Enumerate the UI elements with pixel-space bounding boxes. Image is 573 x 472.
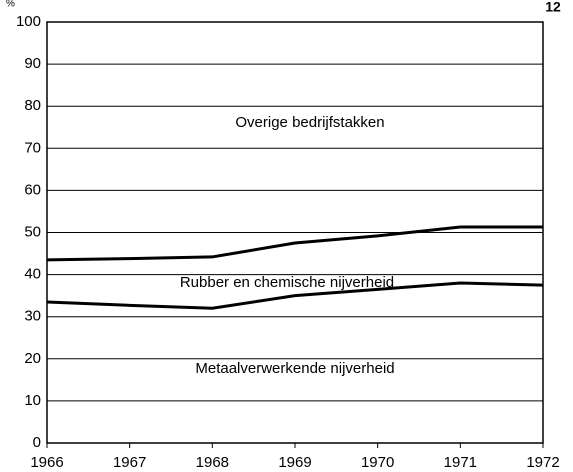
x-tick-label: 1966	[30, 454, 63, 471]
y-tick-label: 70	[24, 139, 41, 156]
x-tick-label: 1971	[444, 454, 477, 471]
annotation: Rubber en chemische nijverheid	[180, 274, 394, 291]
x-tick-label: 1968	[196, 454, 229, 471]
y-axis-label: %	[6, 0, 15, 10]
annotation: Overige bedrijfstakken	[235, 114, 384, 131]
y-tick-label: 20	[24, 350, 41, 367]
y-tick-label: 60	[24, 181, 41, 198]
y-tick-label: 50	[24, 223, 41, 240]
line	[46, 225, 543, 262]
x-tick-label: 1972	[526, 454, 559, 471]
y-tick-label: 30	[24, 308, 41, 325]
y-tick-label: 100	[16, 13, 41, 30]
x-tick-label: 1967	[113, 454, 146, 471]
y-tick-label: 40	[24, 266, 41, 283]
x-tick-label: 1970	[361, 454, 394, 471]
annotation: Metaalverwerkende nijverheid	[195, 360, 394, 377]
line	[46, 281, 544, 310]
plot-frame	[46, 21, 544, 444]
y-tick-label: 10	[24, 392, 41, 409]
y-tick-label: 90	[24, 55, 41, 72]
y-tick-label: 0	[33, 434, 41, 451]
x-tick-label: 1969	[278, 454, 311, 471]
page-number: 12	[545, 0, 561, 15]
y-tick-label: 80	[24, 97, 41, 114]
